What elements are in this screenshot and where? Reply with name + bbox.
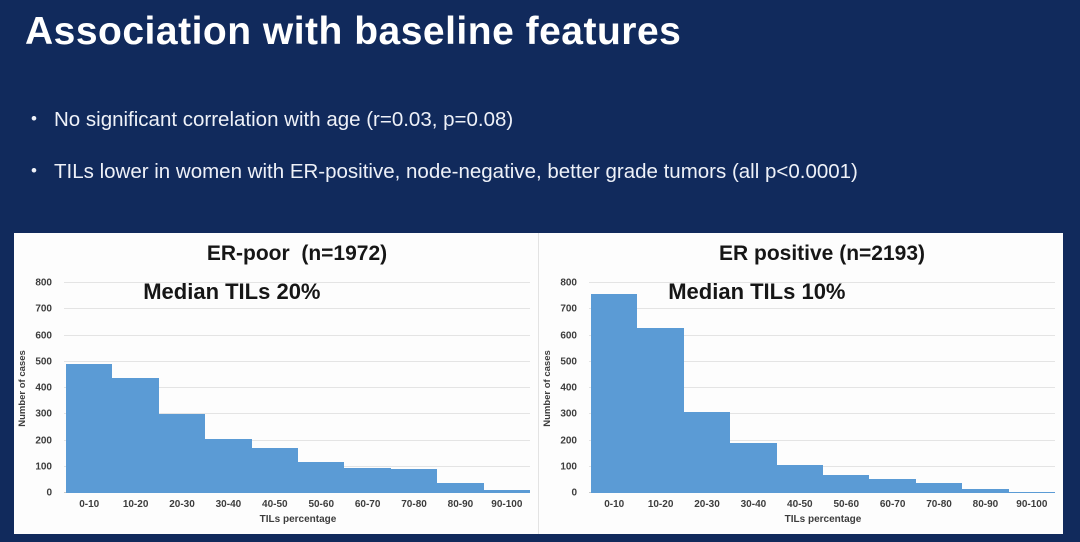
x-tick-label: 70-80 xyxy=(401,499,427,510)
gridline xyxy=(64,387,530,388)
y-tick-label: 600 xyxy=(35,330,52,341)
y-tick-label: 300 xyxy=(560,408,577,420)
x-tick-label: 60-70 xyxy=(879,499,906,510)
y-axis: 0 100 200 300 400 500 600 700 800 xyxy=(539,278,584,499)
y-tick-label: 500 xyxy=(560,356,577,368)
chart-title: ER-poor (n=1972) xyxy=(206,242,388,265)
x-tick-label: 60-70 xyxy=(354,499,381,510)
y-tick-label: 0 xyxy=(46,487,52,499)
y-tick-label: 700 xyxy=(35,303,52,315)
x-tick-label: 10-20 xyxy=(647,499,674,510)
x-axis: 0-10 10-20 20-30 30-40 40-50 50-60 60-70 70-80 8… xyxy=(591,499,1055,510)
bar-0-10 xyxy=(591,293,638,493)
median-annotation: Median TILs 20% xyxy=(143,279,321,304)
gridline xyxy=(589,334,1055,336)
x-tick-label: 20-30 xyxy=(694,499,720,510)
x-tick-label: 80-90 xyxy=(447,499,474,510)
bar-80-90 xyxy=(437,482,484,493)
x-tick-label: 30-40 xyxy=(215,499,242,510)
y-tick-label: 500 xyxy=(35,356,52,368)
y-tick-label: 800 xyxy=(560,277,577,289)
bar-series xyxy=(66,283,531,493)
bar-10-20 xyxy=(112,377,159,493)
x-tick-label: 40-50 xyxy=(787,499,813,510)
y-tick-label: 700 xyxy=(560,303,577,315)
x-axis-title: TILs percentage xyxy=(784,514,862,525)
y-tick-label: 400 xyxy=(560,382,577,394)
x-axis: 0-10 10-20 20-30 30-40 40-50 50-60 60-70 70-80 8… xyxy=(66,499,530,510)
y-tick-label: 200 xyxy=(35,435,52,446)
x-axis-title: TILs percentage xyxy=(259,514,337,525)
bullet-item-age-correlation: No significant correlation with age (r=0… xyxy=(31,108,1051,132)
x-tick-label: 0-10 xyxy=(79,499,100,510)
bar-70-80 xyxy=(915,482,963,493)
plot-area: Median TILs 20% xyxy=(64,279,531,493)
y-tick-label: 0 xyxy=(571,487,577,499)
charts-panel: ER-poor (n=1972) Number of cases 0 100 200… xyxy=(14,233,1063,534)
chart-title: ER positive (n=2193) xyxy=(719,242,925,265)
bullet-item-tils-lower: TILs lower in women with ER-positive, no… xyxy=(31,160,1051,184)
bar-30-40 xyxy=(205,439,252,493)
bar-60-70 xyxy=(344,468,391,493)
bar-90-100 xyxy=(1008,491,1056,493)
bar-50-60 xyxy=(298,461,345,493)
bullet-list: No significant correlation with age (r=0… xyxy=(31,108,1051,211)
y-tick-label: 100 xyxy=(560,461,577,473)
bar-70-80 xyxy=(390,469,438,493)
x-tick-label: 50-60 xyxy=(308,499,335,510)
gridline xyxy=(64,413,530,415)
gridline xyxy=(589,387,1055,388)
gridline xyxy=(589,282,1055,283)
y-tick-label: 200 xyxy=(560,435,577,446)
bar-90-100 xyxy=(483,490,531,493)
gridline xyxy=(64,334,530,336)
median-annotation: Median TILs 10% xyxy=(668,279,846,304)
page-title: Association with baseline features xyxy=(25,10,682,53)
bar-80-90 xyxy=(962,489,1009,493)
x-tick-label: 90-100 xyxy=(491,499,523,510)
y-axis: 0 100 200 300 400 500 600 700 800 xyxy=(14,278,59,499)
x-tick-label: 0-10 xyxy=(604,499,625,510)
x-tick-label: 50-60 xyxy=(833,499,860,510)
bar-10-20 xyxy=(637,327,684,493)
bar-20-30 xyxy=(158,414,206,493)
y-tick-label: 600 xyxy=(560,330,577,341)
bar-20-30 xyxy=(683,411,731,493)
x-tick-label: 10-20 xyxy=(122,499,149,510)
bar-60-70 xyxy=(869,478,916,493)
x-tick-label: 20-30 xyxy=(169,499,195,510)
bar-30-40 xyxy=(730,443,777,493)
bar-40-50 xyxy=(251,448,299,493)
x-tick-label: 40-50 xyxy=(262,499,288,510)
bar-0-10 xyxy=(66,364,113,493)
y-tick-label: 300 xyxy=(35,408,52,420)
plot-area: Median TILs 10% xyxy=(589,279,1056,493)
y-tick-label: 400 xyxy=(35,382,52,394)
chart-er-positive: ER positive (n=2193) Number of cases 0 10… xyxy=(538,233,1063,534)
bar-series xyxy=(591,283,1056,493)
gridline xyxy=(64,308,530,310)
bar-50-60 xyxy=(823,474,870,493)
x-tick-label: 70-80 xyxy=(926,499,952,510)
gridline xyxy=(64,360,530,362)
gridline xyxy=(589,413,1055,415)
gridline xyxy=(64,439,530,441)
y-tick-label: 800 xyxy=(35,277,52,289)
gridline xyxy=(589,360,1055,362)
gridline xyxy=(589,439,1055,441)
bar-40-50 xyxy=(776,465,824,493)
x-tick-label: 90-100 xyxy=(1016,499,1048,510)
x-tick-label: 80-90 xyxy=(972,499,999,510)
chart-er-poor: ER-poor (n=1972) Number of cases 0 100 200… xyxy=(14,233,538,534)
gridline xyxy=(589,308,1055,310)
gridline xyxy=(64,282,530,283)
y-tick-label: 100 xyxy=(35,461,52,473)
x-tick-label: 30-40 xyxy=(740,499,767,510)
